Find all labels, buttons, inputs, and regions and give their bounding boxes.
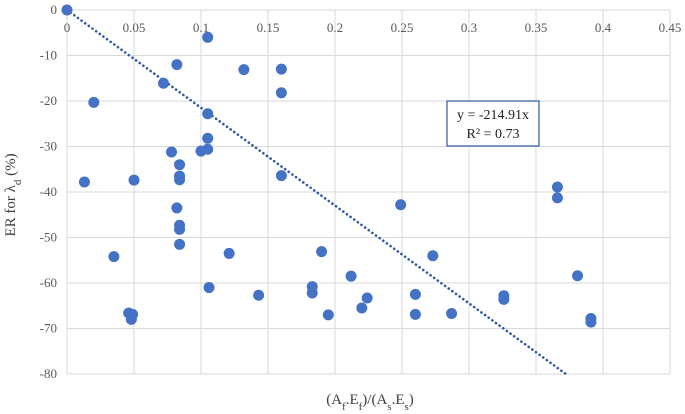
data-point: [223, 247, 235, 259]
data-point: [203, 282, 215, 294]
y-tick-label: -40: [40, 184, 57, 199]
data-point: [498, 293, 510, 305]
data-point: [572, 270, 584, 282]
data-point: [171, 202, 183, 214]
data-point: [88, 96, 100, 108]
y-tick-label: 0: [51, 2, 58, 17]
data-point: [356, 302, 368, 314]
data-points: [61, 4, 597, 328]
y-tick-label: -60: [40, 275, 57, 290]
data-point: [275, 87, 287, 99]
data-point: [322, 309, 334, 321]
data-point: [551, 181, 563, 193]
y-tick-label: -70: [40, 321, 57, 336]
data-point: [78, 176, 90, 188]
x-tick-label: 0.1: [193, 20, 209, 35]
x-tick-label: 0.45: [659, 20, 682, 35]
y-tick-label: -50: [40, 230, 57, 245]
data-point: [61, 4, 73, 16]
gridlines: [66, 9, 671, 375]
x-tick-label: 0.2: [327, 20, 343, 35]
data-point: [166, 146, 178, 158]
data-point: [202, 143, 214, 155]
data-point: [108, 251, 120, 263]
y-axis-tick-labels: 0 -10 -20 -30 -40 -50 -60 -70 -80: [40, 2, 57, 381]
equation-box-frame: [446, 100, 540, 147]
trendline-r-squared: R² = 0.73: [467, 127, 520, 142]
data-point: [202, 132, 214, 144]
trendline-equation: y = -214.91x: [457, 108, 529, 123]
x-tick-label: 0.35: [525, 20, 548, 35]
x-tick-label: 0.3: [461, 20, 477, 35]
x-tick-label: 0.15: [257, 20, 280, 35]
linear-trendline: [65, 8, 568, 376]
data-point: [128, 174, 140, 186]
data-point: [253, 289, 265, 301]
y-tick-label: -30: [40, 139, 57, 154]
data-point: [395, 199, 407, 211]
data-point: [427, 250, 439, 262]
trendline-equation-box: y = -214.91x R² = 0.73: [446, 100, 540, 147]
x-axis-tick-labels: 0 0.05 0.1 0.15 0.2 0.25 0.3 0.35 0.4 0.45: [64, 20, 682, 35]
data-point: [345, 270, 357, 282]
y-axis-title: ER for λd (%): [3, 153, 24, 236]
data-point: [275, 170, 287, 182]
x-tick-label: 0.25: [391, 20, 414, 35]
data-point: [174, 223, 186, 235]
data-point: [446, 307, 458, 319]
data-point: [174, 238, 186, 250]
data-point: [174, 159, 186, 171]
data-point: [551, 192, 563, 204]
data-point: [585, 316, 597, 328]
y-tick-label: -80: [40, 366, 57, 381]
data-point: [316, 246, 328, 258]
data-point: [306, 287, 318, 299]
data-point: [174, 174, 186, 186]
data-point: [361, 292, 373, 304]
data-point: [409, 308, 421, 320]
data-point: [202, 31, 214, 43]
y-tick-label: -20: [40, 93, 57, 108]
data-point: [238, 64, 250, 76]
x-axis-title: (Af.Ef)/(As.Es): [326, 392, 414, 413]
data-point: [275, 63, 287, 75]
x-tick-label: 0.4: [595, 20, 612, 35]
data-point: [157, 77, 169, 89]
data-point: [171, 59, 183, 71]
y-tick-label: -10: [40, 48, 57, 63]
x-tick-label: 0.05: [123, 20, 146, 35]
data-point: [202, 108, 214, 120]
data-point: [127, 308, 139, 320]
data-point: [409, 288, 421, 300]
x-tick-label: 0: [64, 20, 71, 35]
